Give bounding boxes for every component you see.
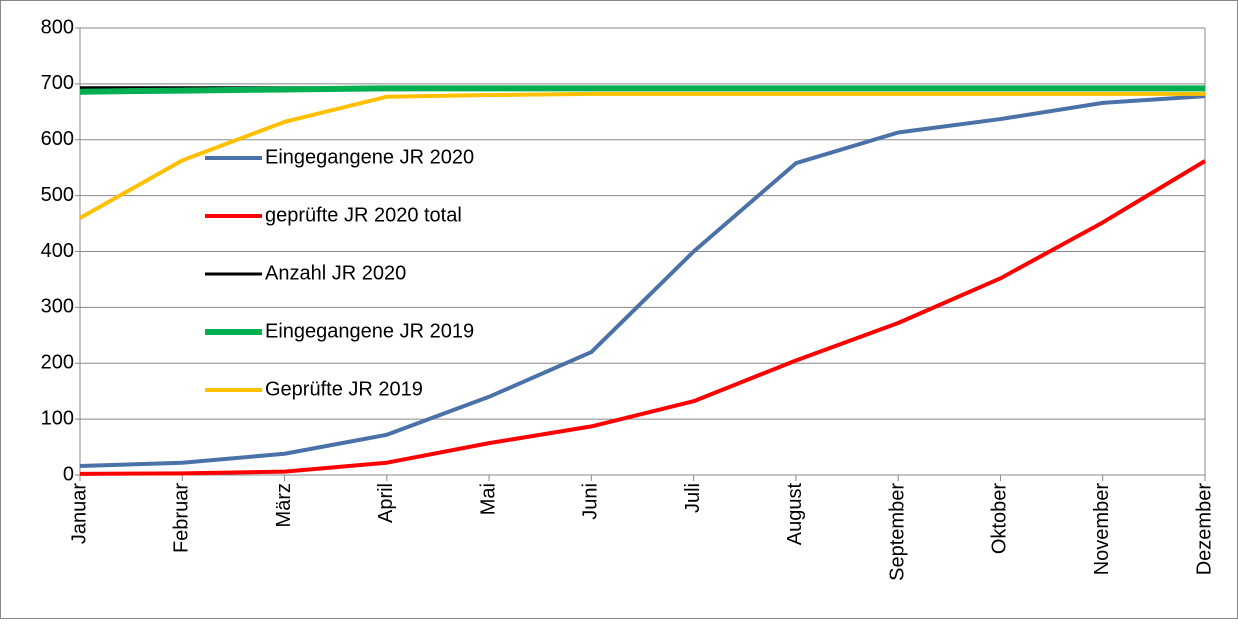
series-line [79,94,1206,469]
legend-label: Anzahl JR 2020 [265,262,406,284]
y-tick-label: 700 [41,72,74,94]
series-line [79,85,1205,95]
legend-label: Eingegangene JR 2019 [265,320,474,342]
y-tick-label: 600 [41,128,74,150]
y-tick-label: 100 [41,407,74,429]
y-tick-label: 800 [41,16,74,38]
x-tick-label: Dezember [1193,483,1215,576]
x-tick-label: Januar [68,483,90,544]
legend-label: geprüfte JR 2020 total [265,204,462,226]
x-tick-label: März [273,483,295,527]
x-tick-label: Juni [580,483,602,520]
y-tick-label: 500 [41,184,74,206]
x-tick-label: April [375,483,397,523]
legend-label: Eingegangene JR 2020 [265,146,474,168]
x-tick-label: Mai [477,483,499,515]
x-tick-label: August [784,483,806,546]
x-tick-label: November [1091,483,1113,576]
x-tick-label: September [886,483,908,581]
series-line [79,159,1207,476]
series-line [79,91,1205,220]
x-tick-label: Juli [682,483,704,513]
y-tick-label: 300 [41,296,74,318]
x-tick-label: Februar [171,483,193,553]
x-tick-label: Oktober [989,483,1011,554]
legend-label: Geprüfte JR 2019 [265,378,423,400]
y-tick-label: 200 [41,352,74,374]
y-tick-label: 0 [63,463,74,485]
y-tick-label: 400 [41,240,74,262]
